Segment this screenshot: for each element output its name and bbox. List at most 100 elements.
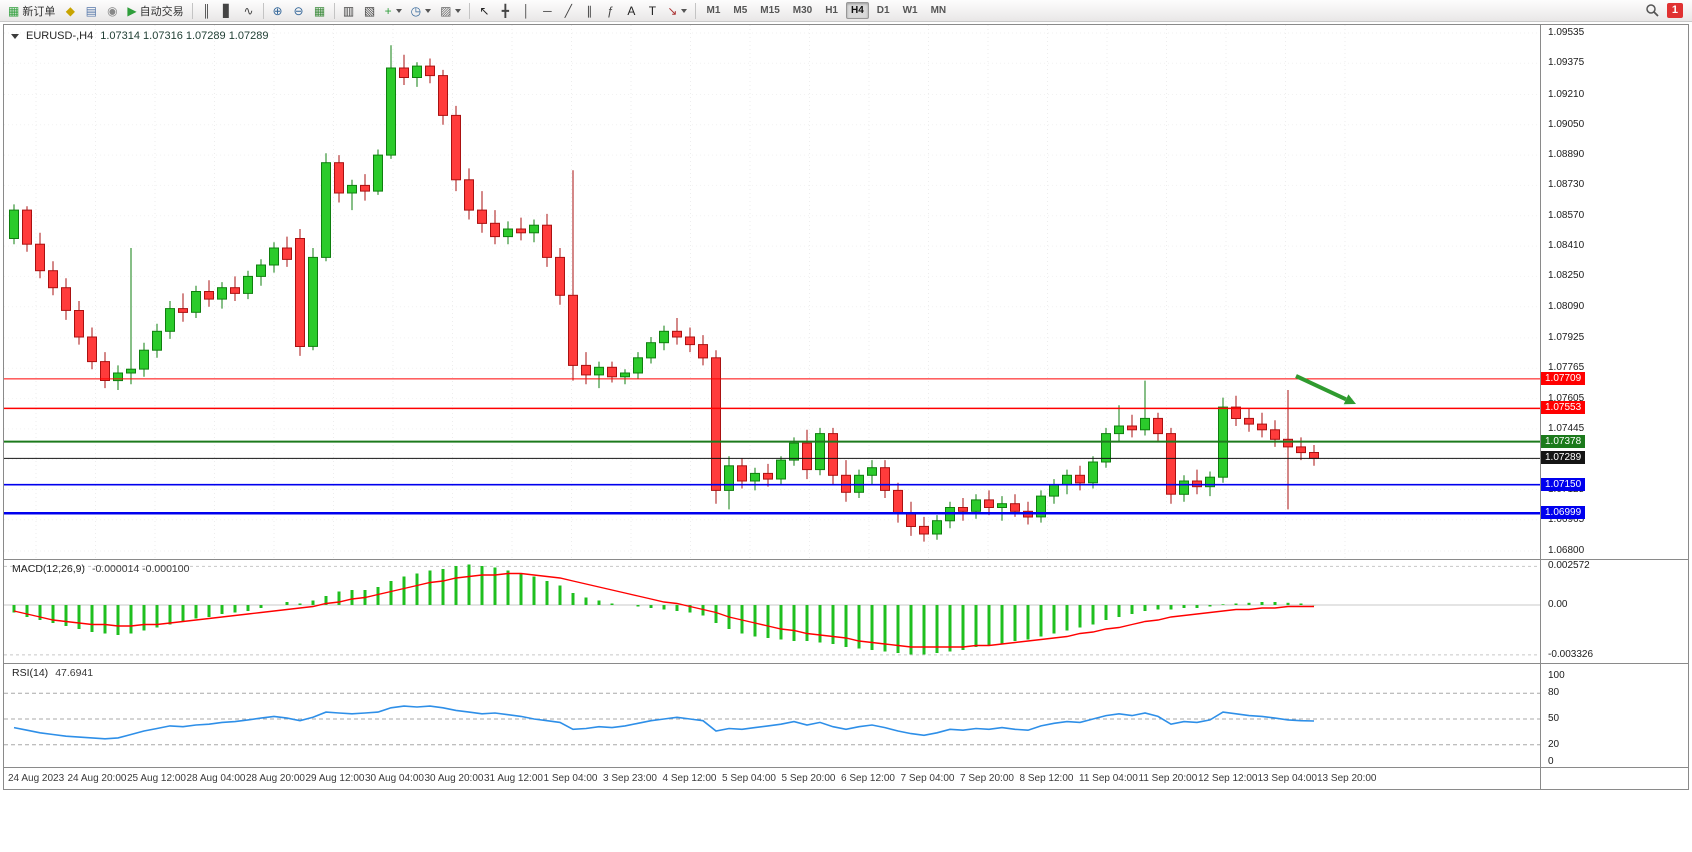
rsi-scale-tick: 80 bbox=[1548, 687, 1560, 699]
autotrading-icon: ▶ bbox=[127, 3, 137, 18]
timeframe-m1-button[interactable]: M1 bbox=[706, 5, 721, 16]
hline-price-label: 1.07709 bbox=[1541, 371, 1586, 385]
tile-windows-button[interactable]: ▦ bbox=[310, 2, 330, 20]
zoom-out-button[interactable]: ⊖ bbox=[289, 2, 309, 20]
price-tick: 1.09210 bbox=[1548, 88, 1585, 100]
text-label-button[interactable]: T bbox=[642, 2, 662, 20]
symbol-period-label: EURUSD-,H4 bbox=[26, 30, 94, 42]
zoom-in-icon: ⊕ bbox=[272, 3, 283, 18]
hline-price-label: 1.07378 bbox=[1541, 434, 1586, 448]
fibonacci-icon: ƒ bbox=[607, 3, 614, 18]
candlestick-chart-button[interactable]: ▋ bbox=[218, 2, 238, 20]
rsi-scale-tick: 20 bbox=[1548, 738, 1560, 750]
price-tick: 1.07925 bbox=[1548, 331, 1585, 343]
new-order-icon: ▦ bbox=[8, 3, 20, 18]
one-click-trading-toggle-icon[interactable] bbox=[11, 33, 19, 39]
price-scale[interactable]: 1.09535 1.09375 1.09210 1.09050 1.08890 1.087… bbox=[1540, 25, 1688, 789]
crosshair-button[interactable]: ╋ bbox=[495, 2, 515, 20]
objects-list-icon: ▧ bbox=[363, 3, 376, 18]
dropdown-caret-icon bbox=[455, 8, 462, 13]
timeframe-mn-button[interactable]: MN bbox=[930, 5, 947, 16]
objects-list-button[interactable]: ▧ bbox=[360, 2, 380, 20]
charts-button[interactable]: ▤ bbox=[81, 2, 101, 20]
macd-values: -0.000014 -0.000100 bbox=[91, 563, 190, 575]
timeframe-h1-button[interactable]: H1 bbox=[825, 5, 838, 16]
timeframe-m5-button[interactable]: M5 bbox=[733, 5, 748, 16]
rsi-scale-tick: 0 bbox=[1548, 756, 1554, 767]
vertical-line-icon: │ bbox=[522, 3, 531, 18]
toolbar-separator bbox=[262, 2, 264, 19]
time-axis-label: 12 Sep 12:00 bbox=[1198, 773, 1258, 784]
horizontal-line-icon: ─ bbox=[543, 3, 552, 18]
rsi-pane: RSI(14) 47.6941 bbox=[4, 664, 1541, 767]
chart-window: EURUSD-,H4 1.07314 1.07316 1.07289 1.072… bbox=[3, 24, 1689, 790]
pane-separator[interactable] bbox=[4, 663, 1688, 664]
price-tick: 1.06965 bbox=[1548, 513, 1585, 525]
price-tick: 1.09050 bbox=[1548, 118, 1585, 130]
main-chart-pane: EURUSD-,H4 1.07314 1.07316 1.07289 1.072… bbox=[4, 25, 1541, 559]
price-tick: 1.08410 bbox=[1548, 240, 1585, 252]
time-axis-label: 1 Sep 04:00 bbox=[543, 773, 598, 784]
price-tick: 1.08250 bbox=[1548, 270, 1585, 282]
rsi-canvas[interactable] bbox=[4, 664, 1541, 767]
horizontal-line-button[interactable]: ─ bbox=[537, 2, 557, 20]
pane-separator bbox=[4, 767, 1688, 768]
text-label-icon: T bbox=[648, 3, 657, 18]
cursor-icon: ↖ bbox=[479, 3, 490, 18]
price-tick: 1.07765 bbox=[1548, 362, 1585, 374]
bar-chart-button[interactable]: ║ bbox=[197, 2, 217, 20]
market-button[interactable]: ◉ bbox=[102, 2, 122, 20]
text-icon: A bbox=[627, 3, 636, 18]
templates-button[interactable]: ▨ bbox=[436, 2, 465, 20]
timeframe-w1-button[interactable]: W1 bbox=[902, 5, 918, 16]
line-chart-button[interactable]: ∿ bbox=[239, 2, 259, 20]
rsi-name: RSI(14) bbox=[12, 667, 49, 679]
templates-icon: ▨ bbox=[440, 3, 452, 18]
vertical-line-button[interactable]: │ bbox=[516, 2, 536, 20]
arrows-button[interactable]: ↘ bbox=[663, 2, 691, 20]
dropdown-caret-icon bbox=[681, 8, 688, 13]
cursor-button[interactable]: ↖ bbox=[474, 2, 494, 20]
fibonacci-button[interactable]: ƒ bbox=[600, 2, 620, 20]
channel-button[interactable]: ∥ bbox=[579, 2, 599, 20]
macd-pane: MACD(12,26,9) -0.000014 -0.000100 bbox=[4, 560, 1541, 663]
timeframe-d1-button[interactable]: D1 bbox=[876, 5, 890, 16]
dropdown-caret-icon bbox=[395, 8, 402, 13]
timeframe-m15-button[interactable]: M15 bbox=[760, 5, 780, 16]
periods-icon: ◷ bbox=[410, 3, 422, 18]
charts-icon: ▤ bbox=[85, 3, 98, 18]
time-axis-label: 24 Aug 20:00 bbox=[67, 773, 127, 784]
search-icon[interactable] bbox=[1645, 3, 1660, 18]
time-axis-label: 25 Aug 12:00 bbox=[127, 773, 186, 784]
notification-badge[interactable]: 1 bbox=[1666, 3, 1683, 18]
macd-scale-tick: 0.002572 bbox=[1548, 560, 1590, 572]
indicator-window-button[interactable]: ▥ bbox=[339, 2, 359, 20]
hline-price-label: 1.07553 bbox=[1541, 401, 1586, 415]
time-axis-label: 31 Aug 12:00 bbox=[484, 773, 543, 784]
pane-separator[interactable] bbox=[4, 559, 1688, 560]
time-axis-label: 5 Sep 20:00 bbox=[781, 773, 836, 784]
time-axis-label: 28 Aug 20:00 bbox=[246, 773, 305, 784]
new-order-button[interactable]: ▦ 新订单 bbox=[4, 2, 59, 20]
metaeditor-icon: ◆ bbox=[65, 3, 75, 18]
price-chart-canvas[interactable] bbox=[4, 25, 1541, 559]
zoom-in-button[interactable]: ⊕ bbox=[268, 2, 288, 20]
time-axis[interactable]: 24 Aug 2023 24 Aug 20:00 25 Aug 12:00 28 Au… bbox=[4, 768, 1541, 789]
timeframe-h4-button[interactable]: H4 bbox=[846, 2, 869, 19]
macd-label: MACD(12,26,9) -0.000014 -0.000100 bbox=[12, 563, 189, 575]
text-button[interactable]: A bbox=[621, 2, 641, 20]
autotrading-button[interactable]: ▶ 自动交易 bbox=[123, 2, 187, 20]
hline-price-label: 1.06999 bbox=[1541, 506, 1586, 520]
timeframe-m30-button[interactable]: M30 bbox=[792, 5, 813, 16]
add-indicator-button[interactable]: + bbox=[381, 2, 406, 20]
trendline-button[interactable]: ╱ bbox=[558, 2, 578, 20]
time-axis-label: 6 Sep 12:00 bbox=[841, 773, 895, 784]
periods-button[interactable]: ◷ bbox=[407, 2, 435, 20]
time-axis-label: 7 Sep 04:00 bbox=[900, 773, 955, 784]
arrows-icon: ↘ bbox=[667, 3, 678, 18]
channel-icon: ∥ bbox=[586, 3, 593, 18]
macd-canvas[interactable] bbox=[4, 560, 1541, 663]
time-axis-label: 24 Aug 2023 bbox=[8, 773, 65, 784]
metaeditor-button[interactable]: ◆ bbox=[60, 2, 80, 20]
price-tick: 1.08570 bbox=[1548, 209, 1585, 221]
